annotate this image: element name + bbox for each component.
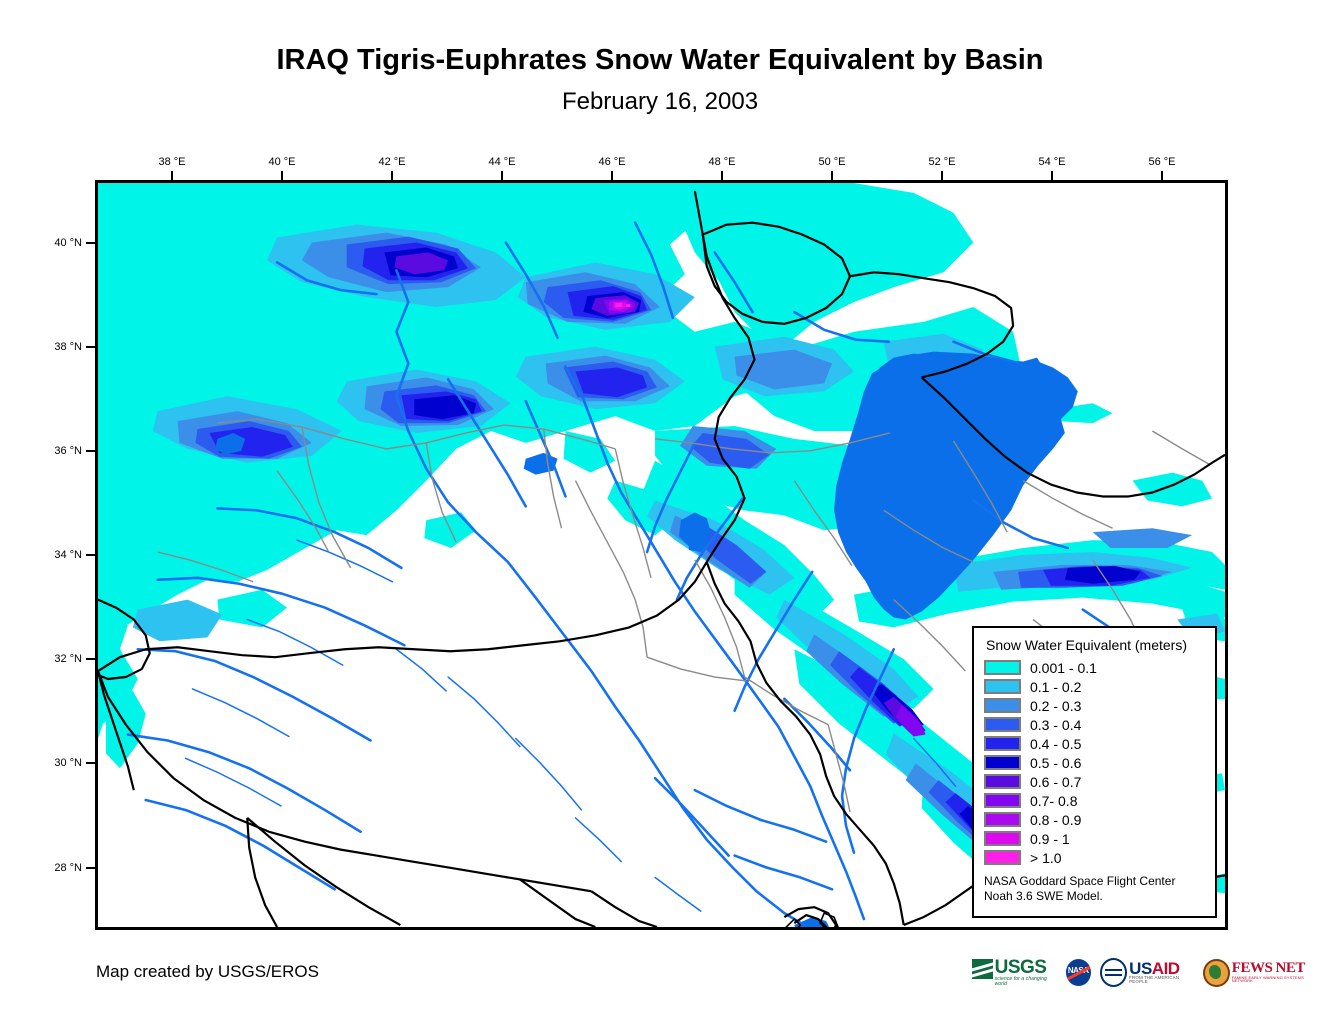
- longitude-tick: [171, 171, 173, 180]
- snow-layer-class11: [615, 303, 631, 307]
- fewsnet-wordmark: FEWS NET: [1231, 960, 1306, 977]
- legend-row[interactable]: 0.8 - 0.9: [984, 810, 1205, 829]
- legend-label: 0.001 - 0.1: [1030, 659, 1097, 676]
- legend-row[interactable]: 0.1 - 0.2: [984, 677, 1205, 696]
- longitude-label: 56 °E: [1148, 156, 1176, 168]
- longitude-tick: [1161, 171, 1163, 180]
- legend-label: 0.5 - 0.6: [1030, 754, 1082, 771]
- latitude-tick: [86, 762, 95, 765]
- latitude-label: 36 °N: [54, 444, 82, 457]
- legend-label: 0.7- 0.8: [1030, 792, 1078, 809]
- longitude-tick: [391, 171, 393, 180]
- legend-title: Snow Water Equivalent (meters): [986, 637, 1187, 653]
- legend-swatch: [984, 793, 1021, 808]
- usgs-wordmark: USGS: [994, 956, 1047, 978]
- legend-label: 0.8 - 0.9: [1030, 811, 1082, 828]
- usaid-seal-icon: [1099, 958, 1128, 987]
- legend-row[interactable]: 0.9 - 1: [984, 829, 1205, 848]
- longitude-label: 50 °E: [818, 156, 846, 168]
- fewsnet-tagline: FAMINE EARLY WARNING SYSTEMS NETWORK: [1231, 974, 1304, 984]
- river-network-thin: [184, 539, 1046, 912]
- legend-row[interactable]: > 1.0: [984, 848, 1205, 867]
- legend-footnote: NASA Goddard Space Flight Center Noah 3.…: [984, 874, 1205, 904]
- latitude-label: 38 °N: [54, 340, 82, 353]
- usaid-wordmark-aid: AID: [1151, 958, 1180, 978]
- longitude-tick: [501, 171, 503, 180]
- map-credit: Map created by USGS/EROS: [96, 962, 319, 981]
- fewsnet-globe-icon: [1203, 958, 1230, 987]
- latitude-tick: [86, 554, 95, 556]
- page-title: IRAQ Tigris-Euphrates Snow Water Equival…: [276, 44, 1044, 76]
- logo-bar: USGS science for a changing world NASA U…: [972, 958, 1320, 987]
- legend-swatch: [984, 736, 1021, 751]
- river-network: [126, 221, 1204, 927]
- longitude-tick: [281, 171, 283, 180]
- legend-swatch: [984, 812, 1021, 827]
- latitude-label: 32 °N: [54, 653, 82, 666]
- longitude-tick: [721, 171, 723, 180]
- legend-footnote-line1: NASA Goddard Space Flight Center: [984, 874, 1176, 888]
- legend-items: 0.001 - 0.1 0.1 - 0.2 0.2 - 0.3 0.3 - 0.4 0.…: [984, 658, 1205, 867]
- longitude-label: 38 °E: [158, 156, 186, 168]
- legend-footnote-line2: Noah 3.6 SWE Model.: [984, 889, 1103, 903]
- longitude-label: 44 °E: [488, 156, 516, 168]
- legend-swatch: [984, 679, 1021, 694]
- legend-swatch: [984, 831, 1021, 846]
- longitude-tick: [941, 171, 943, 180]
- legend-label: 0.2 - 0.3: [1030, 697, 1082, 714]
- latitude-tick: [86, 345, 95, 348]
- longitude-label: 54 °E: [1038, 156, 1066, 168]
- longitude-label: 48 °E: [708, 156, 736, 168]
- legend-swatch: [984, 755, 1021, 770]
- usgs-wave-icon: [972, 958, 993, 979]
- longitude-label: 52 °E: [928, 156, 956, 168]
- longitude-tick: [1051, 171, 1053, 180]
- legend-row[interactable]: 0.001 - 0.1: [984, 658, 1205, 677]
- legend-swatch: [984, 850, 1021, 865]
- legend-swatch: [984, 660, 1021, 675]
- latitude-label: 28 °N: [54, 861, 82, 874]
- legend-row[interactable]: 0.5 - 0.6: [984, 753, 1205, 772]
- legend-swatch: [984, 774, 1021, 789]
- country-borders: [98, 190, 1225, 927]
- legend-swatch: [984, 717, 1021, 732]
- legend-row[interactable]: 0.6 - 0.7: [984, 772, 1205, 791]
- legend-label: 0.1 - 0.2: [1030, 678, 1082, 695]
- legend-row[interactable]: 0.3 - 0.4: [984, 715, 1205, 734]
- coastline-detail: [785, 912, 839, 927]
- latitude-label: 40 °N: [54, 236, 82, 249]
- nasa-logo: NASA: [1065, 959, 1091, 986]
- longitude-tick: [611, 171, 613, 180]
- latitude-tick: [86, 241, 95, 244]
- legend-label: 0.9 - 1: [1030, 830, 1070, 847]
- legend-row[interactable]: 0.7- 0.8: [984, 791, 1205, 810]
- longitude-label: 46 °E: [598, 156, 626, 168]
- legend-row[interactable]: 0.2 - 0.3: [984, 696, 1205, 715]
- latitude-tick: [86, 449, 95, 452]
- legend-label: 0.3 - 0.4: [1030, 716, 1082, 733]
- usaid-logo: USAID FROM THE AMERICAN PEOPLE: [1099, 958, 1195, 987]
- page-subtitle: February 16, 2003: [561, 88, 759, 115]
- usgs-tagline: science for a changing world: [994, 975, 1047, 987]
- latitude-tick: [86, 866, 95, 869]
- usaid-wordmark-us: US: [1129, 958, 1152, 978]
- latitude-label: 34 °N: [54, 549, 82, 561]
- legend-label: 0.4 - 0.5: [1030, 735, 1082, 752]
- latitude-label: 30 °N: [54, 757, 82, 770]
- fewsnet-logo: FEWS NET FAMINE EARLY WARNING SYSTEMS NE…: [1203, 958, 1320, 987]
- latitude-tick: [86, 658, 95, 661]
- legend-row[interactable]: 0.4 - 0.5: [984, 734, 1205, 753]
- legend-swatch: [984, 698, 1021, 713]
- usgs-logo: USGS science for a changing world: [972, 956, 1057, 987]
- longitude-label: 40 °E: [268, 156, 296, 168]
- usaid-tagline: FROM THE AMERICAN PEOPLE: [1129, 975, 1180, 985]
- legend-label: > 1.0: [1030, 849, 1062, 866]
- longitude-tick: [831, 171, 833, 180]
- longitude-label: 42 °E: [378, 156, 406, 168]
- legend-label: 0.6 - 0.7: [1030, 773, 1082, 790]
- legend-panel[interactable]: Snow Water Equivalent (meters) 0.001 - 0…: [972, 626, 1217, 918]
